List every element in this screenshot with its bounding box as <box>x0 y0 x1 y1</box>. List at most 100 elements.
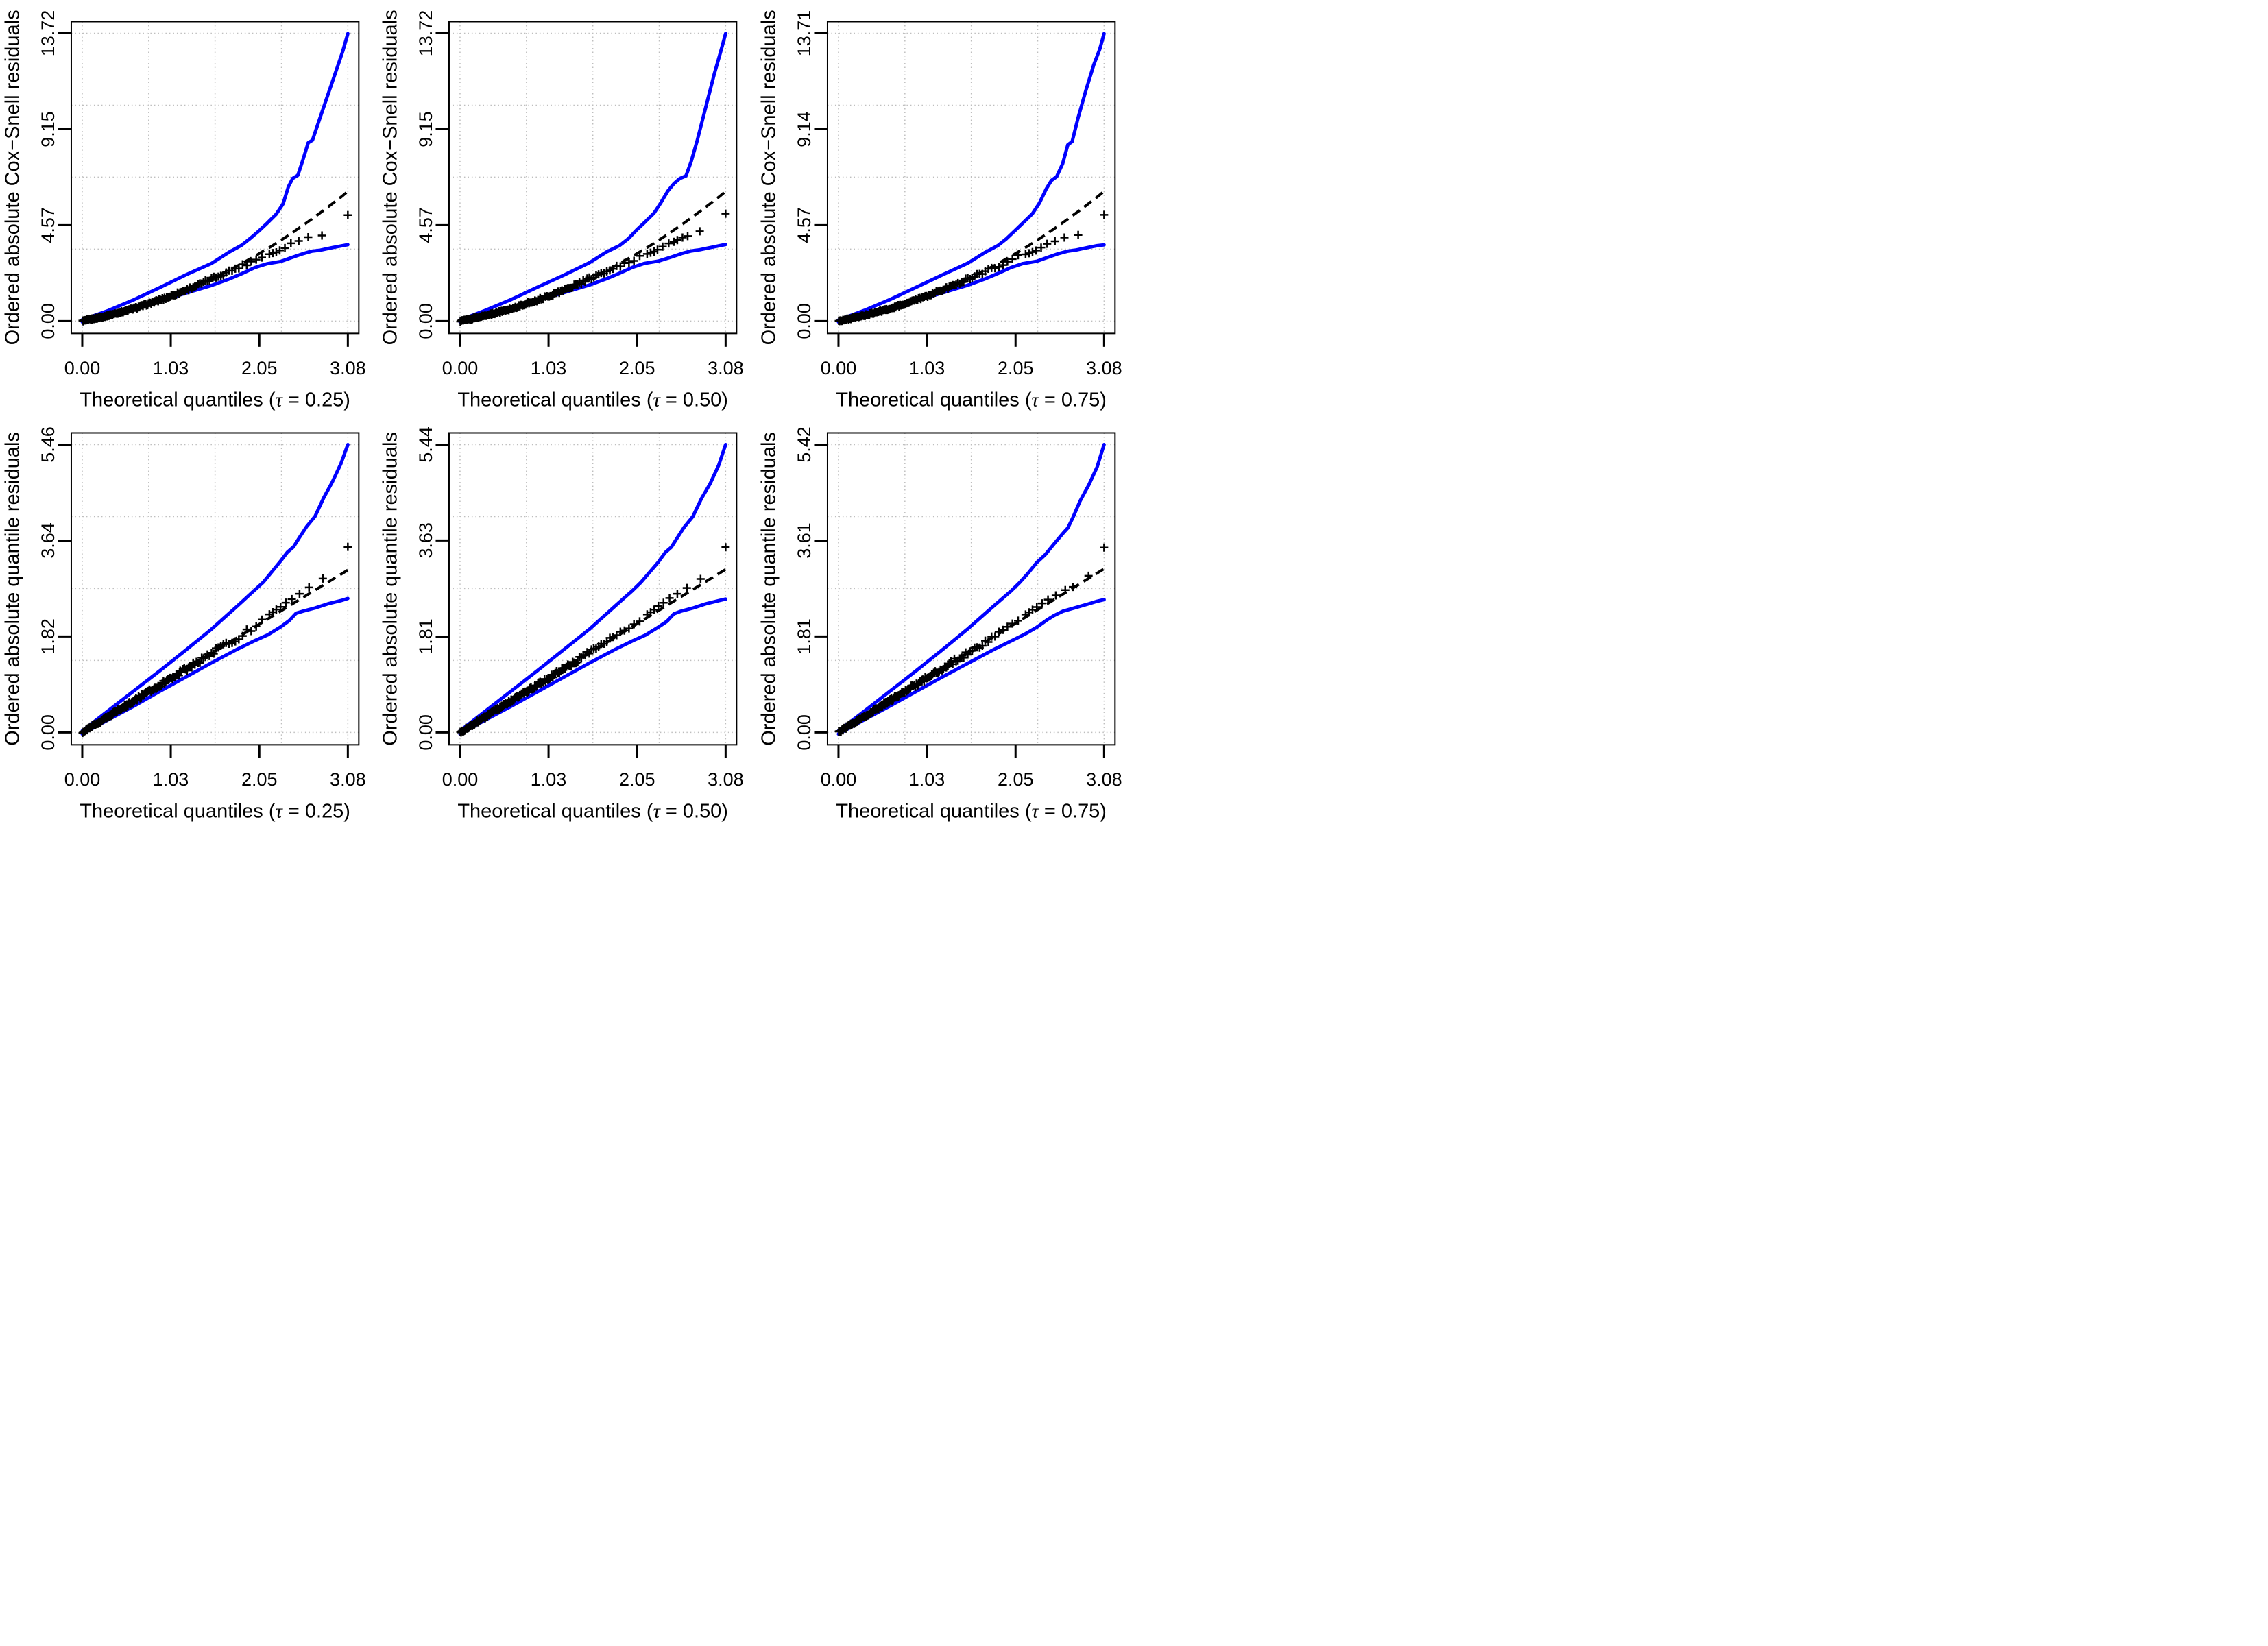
y-tick-label: 9.15 <box>415 111 436 147</box>
x-axis-title: Theoretical quantiles (τ = 0.50) <box>458 389 729 411</box>
plot-box <box>826 21 1115 335</box>
x-tick-label: 2.05 <box>998 358 1034 378</box>
x-tick-label: 3.08 <box>1086 769 1122 790</box>
x-tick-label: 2.05 <box>241 769 278 790</box>
x-axis-title: Theoretical quantiles (τ = 0.75) <box>836 389 1107 411</box>
qq-panel-cox-snell-tau-050: 0.00 1.03 2.05 3.08 0.00 4.57 9.15 13.72 Theoret… <box>378 0 756 411</box>
axis-tick-labels: 0.00 1.03 2.05 3.08 0.00 1.81 3.61 5.42 <box>794 426 1122 790</box>
envelope-upper-line <box>836 32 1106 322</box>
y-tick-label: 9.14 <box>794 111 815 147</box>
y-tick-label: 1.81 <box>415 618 436 655</box>
x-tick-label: 1.03 <box>153 769 189 790</box>
qq-plot-quantile-tau-050: 0.00 1.03 2.05 3.08 0.00 1.81 3.63 5.44 Theoreti… <box>378 411 756 823</box>
x-tick-label: 1.03 <box>531 358 567 378</box>
panel-background <box>0 0 378 411</box>
residual-points <box>834 543 1108 736</box>
y-tick-label: 3.63 <box>415 522 436 559</box>
residual-points <box>78 210 352 326</box>
y-tick-label: 0.00 <box>38 303 58 339</box>
x-tick-label: 2.05 <box>619 769 655 790</box>
y-tick-label: 0.00 <box>415 303 436 339</box>
y-tick-label: 5.46 <box>38 426 58 463</box>
y-axis-title: Ordered absolute quantile residuals <box>380 432 402 746</box>
x-tick-label: 1.03 <box>531 769 567 790</box>
axis-ticks <box>58 32 349 347</box>
y-tick-label: 0.00 <box>794 303 815 339</box>
x-axis-title: Theoretical quantiles (τ = 0.50) <box>458 800 729 822</box>
panel-background <box>378 0 756 411</box>
residual-points <box>834 210 1108 326</box>
x-axis-title: Theoretical quantiles (τ = 0.75) <box>836 800 1107 822</box>
y-tick-label: 0.00 <box>794 714 815 751</box>
axis-tick-labels: 0.00 1.03 2.05 3.08 0.00 1.81 3.63 5.44 <box>415 426 744 790</box>
qq-plot-quantile-tau-075: 0.00 1.03 2.05 3.08 0.00 1.81 3.61 5.42 Theoreti… <box>756 411 1134 823</box>
axis-tick-labels: 0.00 1.03 2.05 3.08 0.00 1.82 3.64 5.46 <box>38 426 366 790</box>
x-tick-label: 0.00 <box>442 769 479 790</box>
x-tick-label: 2.05 <box>241 358 278 378</box>
qq-plot-quantile-tau-025: 0.00 1.03 2.05 3.08 0.00 1.82 3.64 5.46 Theoreti… <box>0 411 378 823</box>
x-tick-label: 3.08 <box>330 769 366 790</box>
y-tick-label: 3.61 <box>794 522 815 559</box>
y-tick-label: 4.57 <box>415 207 436 243</box>
y-tick-label: 4.57 <box>38 207 58 243</box>
panel-background <box>756 0 1134 411</box>
qq-panel-cox-snell-tau-025: 0.00 1.03 2.05 3.08 0.00 4.57 9.15 13.72 Theoret… <box>0 0 378 411</box>
axis-ticks <box>814 443 1105 758</box>
qq-plot-cox-snell-tau-025: 0.00 1.03 2.05 3.08 0.00 4.57 9.15 13.72 Theoret… <box>0 0 378 411</box>
qq-panel-quantile-tau-050: 0.00 1.03 2.05 3.08 0.00 1.81 3.63 5.44 Theoreti… <box>378 411 756 823</box>
panel-background <box>0 411 378 823</box>
y-tick-label: 0.00 <box>38 714 58 751</box>
qq-panel-quantile-tau-075: 0.00 1.03 2.05 3.08 0.00 1.81 3.61 5.42 Theoreti… <box>756 411 1134 823</box>
y-tick-label: 1.81 <box>794 618 815 655</box>
qq-panel-cox-snell-tau-075: 0.00 1.03 2.05 3.08 0.00 4.57 9.14 13.71 Theoret… <box>756 0 1134 411</box>
plot-box <box>448 21 738 335</box>
x-tick-label: 0.00 <box>64 358 101 378</box>
x-tick-label: 3.08 <box>330 358 366 378</box>
qq-plot-figure-grid: 0.00 1.03 2.05 3.08 0.00 4.57 9.15 13.72 Theoret… <box>0 0 1134 823</box>
qq-plot-cox-snell-tau-075: 0.00 1.03 2.05 3.08 0.00 4.57 9.14 13.71 Theoret… <box>756 0 1134 411</box>
qq-plot-cox-snell-tau-050: 0.00 1.03 2.05 3.08 0.00 4.57 9.15 13.72 Theoret… <box>378 0 756 411</box>
grid-lines <box>827 21 1115 334</box>
y-tick-label: 9.15 <box>38 111 58 147</box>
y-tick-label: 3.64 <box>38 522 58 559</box>
axis-tick-labels: 0.00 1.03 2.05 3.08 0.00 4.57 9.14 13.71 <box>794 10 1122 378</box>
axis-ticks <box>435 443 727 758</box>
x-tick-label: 0.00 <box>820 358 856 378</box>
y-axis-title: Ordered absolute quantile residuals <box>1 432 23 746</box>
envelope-lower-line <box>80 596 350 736</box>
x-tick-label: 0.00 <box>64 769 101 790</box>
y-tick-label: 1.82 <box>38 618 58 655</box>
residual-points <box>456 209 730 326</box>
x-tick-label: 3.08 <box>1086 358 1122 378</box>
x-tick-label: 3.08 <box>708 769 744 790</box>
x-tick-label: 1.03 <box>908 358 945 378</box>
envelope-upper-line <box>80 442 350 733</box>
y-axis-title: Ordered absolute quantile residuals <box>758 432 780 746</box>
envelope-upper-line <box>836 442 1106 733</box>
y-axis-title: Ordered absolute Cox−Snell residuals <box>758 10 780 345</box>
x-axis-title: Theoretical quantiles (τ = 0.25) <box>80 389 350 411</box>
plot-box <box>70 432 360 746</box>
residual-points <box>456 543 730 737</box>
grid-lines <box>449 21 737 334</box>
y-tick-label: 13.71 <box>794 10 815 57</box>
y-tick-label: 4.57 <box>794 207 815 243</box>
axis-ticks <box>435 32 727 347</box>
qq-panel-quantile-tau-025: 0.00 1.03 2.05 3.08 0.00 1.82 3.64 5.46 Theoreti… <box>0 411 378 823</box>
x-tick-label: 2.05 <box>619 358 655 378</box>
x-tick-label: 1.03 <box>153 358 189 378</box>
panel-background <box>756 411 1134 823</box>
x-axis-title: Theoretical quantiles (τ = 0.25) <box>80 800 350 822</box>
y-axis-title: Ordered absolute Cox−Snell residuals <box>380 10 402 345</box>
grid-lines <box>71 21 359 334</box>
axis-ticks <box>814 32 1105 347</box>
axis-tick-labels: 0.00 1.03 2.05 3.08 0.00 4.57 9.15 13.72 <box>415 10 744 378</box>
panel-background <box>378 411 756 823</box>
envelope-upper-line <box>458 442 728 733</box>
y-tick-label: 13.72 <box>38 10 58 57</box>
axis-tick-labels: 0.00 1.03 2.05 3.08 0.00 4.57 9.15 13.72 <box>38 10 366 378</box>
plot-box <box>70 21 360 335</box>
y-tick-label: 5.42 <box>794 426 815 463</box>
envelope-upper-line <box>458 32 728 322</box>
y-axis-title: Ordered absolute Cox−Snell residuals <box>1 10 23 345</box>
